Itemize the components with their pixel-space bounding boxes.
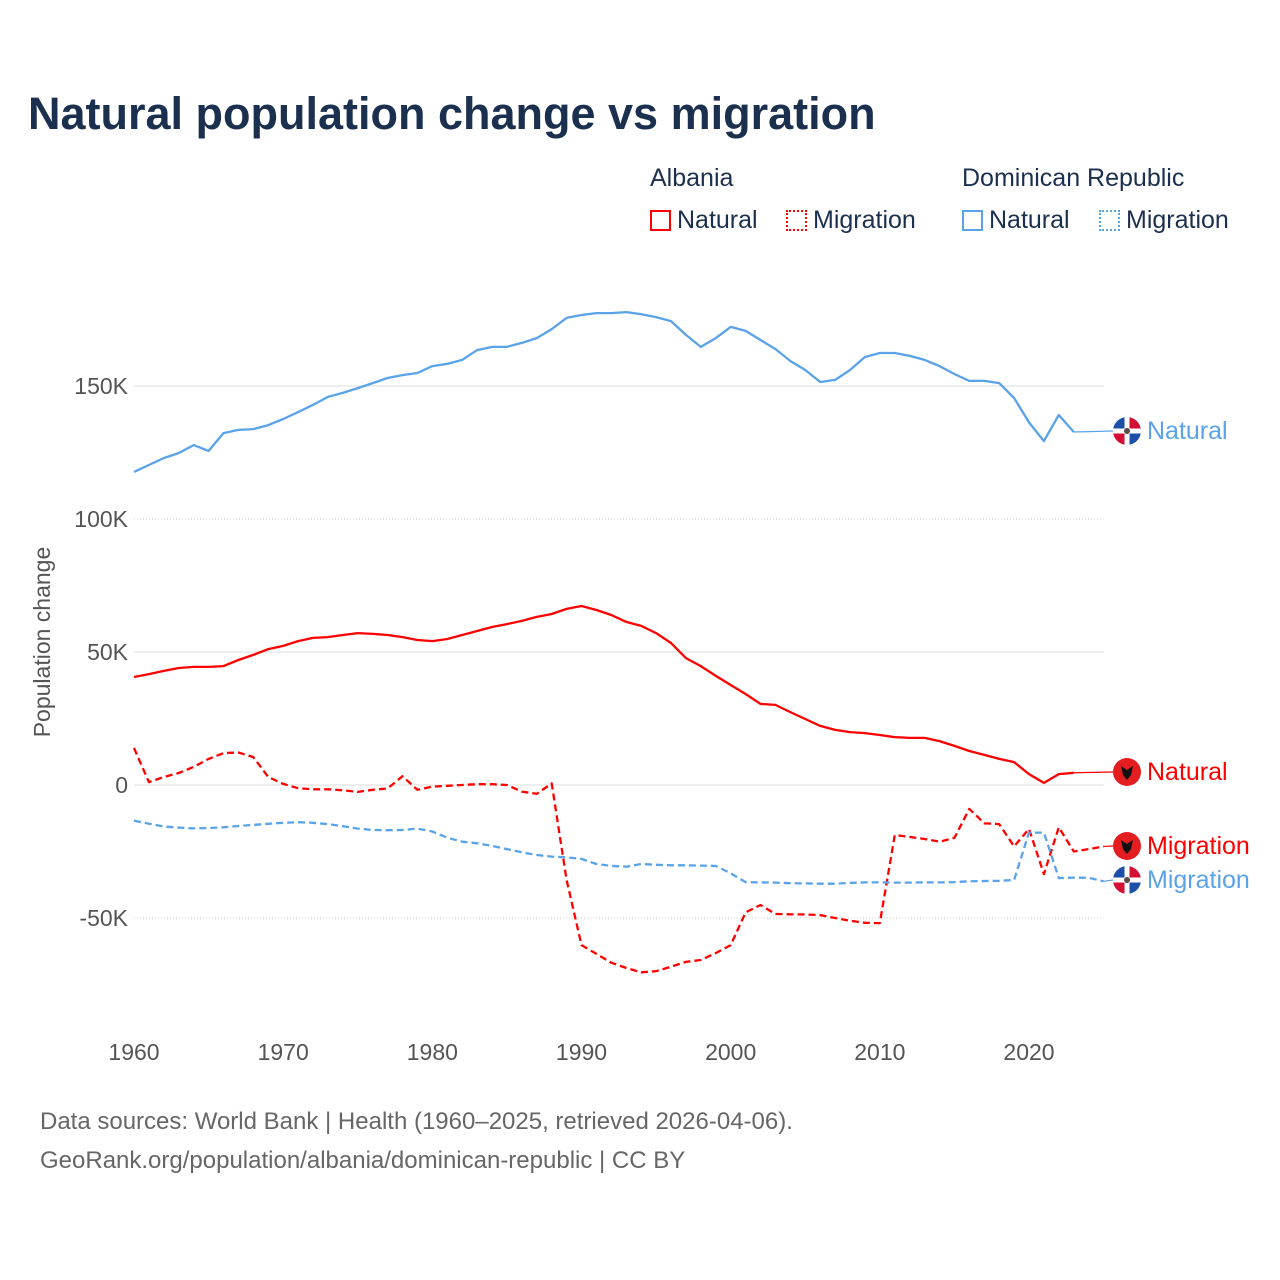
flag-quarter	[1127, 417, 1141, 431]
x-tick-label: 2010	[854, 1039, 905, 1065]
footer-link[interactable]: GeoRank.org/population/albania/dominican…	[40, 1147, 686, 1174]
legend-item-albania-natural[interactable]: Natural	[650, 206, 758, 235]
series-line-dominican-republic-natural[interactable]	[133, 310, 1075, 473]
end-connector	[1073, 430, 1114, 433]
x-tick-label: 1980	[407, 1039, 458, 1065]
flag-quarter	[1127, 866, 1141, 880]
end-label-albania-natural: Natural	[1147, 758, 1228, 786]
x-tick-label: 1990	[556, 1039, 607, 1065]
end-label-dominican-republic-natural: Natural	[1147, 417, 1228, 445]
x-tick-label: 2020	[1003, 1039, 1054, 1065]
x-tick-label: 1960	[108, 1039, 159, 1065]
end-label-albania-migration: Migration	[1147, 832, 1250, 860]
eagle-icon	[1121, 766, 1133, 780]
legend-swatch-solid-red	[650, 210, 671, 231]
footer-sources: Data sources: World Bank | Health (1960–…	[40, 1108, 793, 1135]
y-tick-label: -50K	[79, 905, 128, 931]
legend-swatch-dotted-blue	[1099, 210, 1120, 231]
flag-quarter	[1113, 417, 1127, 431]
flag-quarter	[1113, 431, 1127, 445]
end-connector	[1103, 879, 1114, 882]
legend-group-albania: Albania	[650, 164, 734, 192]
legend-group-dominican-republic: Dominican Republic	[962, 164, 1185, 192]
chart-title: Natural population change vs migration	[28, 88, 876, 139]
legend-swatch-dotted-red	[786, 210, 807, 231]
y-tick-label: 50K	[87, 639, 129, 665]
series-line-albania-natural[interactable]	[133, 604, 1074, 785]
series-line-albania-migration[interactable]	[132, 747, 1104, 974]
flag-quarter	[1127, 880, 1141, 894]
legend-label: Migration	[1126, 206, 1229, 234]
series-line-dominican-republic-migration[interactable]	[133, 819, 1104, 885]
legend-item-dr-migration[interactable]: Migration	[1099, 206, 1229, 235]
eagle-icon	[1121, 840, 1133, 854]
legend-item-albania-migration[interactable]: Migration	[786, 206, 916, 235]
y-tick-label: 150K	[74, 373, 128, 399]
legend-label: Natural	[677, 206, 758, 234]
end-connector	[1073, 771, 1114, 774]
x-tick-label: 2000	[705, 1039, 756, 1065]
flag-emblem	[1124, 877, 1130, 883]
dominican-republic-flag-icon	[1113, 417, 1141, 445]
y-axis-label: Population change	[29, 547, 55, 738]
legend-label: Migration	[813, 206, 916, 234]
end-label-dominican-republic-migration: Migration	[1147, 866, 1250, 894]
albania-flag-icon	[1113, 832, 1141, 860]
flag-quarter	[1113, 880, 1127, 894]
y-tick-label: 0	[115, 772, 128, 798]
dominican-republic-flag-icon	[1113, 866, 1141, 894]
flag-quarter	[1127, 431, 1141, 445]
y-tick-label: 100K	[74, 506, 128, 532]
x-tick-label: 1970	[258, 1039, 309, 1065]
legend-label: Natural	[989, 206, 1070, 234]
legend-item-dr-natural[interactable]: Natural	[962, 206, 1070, 235]
albania-flag-icon	[1113, 758, 1141, 786]
flag-quarter	[1113, 866, 1127, 880]
flag-emblem	[1124, 428, 1130, 434]
legend-swatch-solid-blue	[962, 210, 983, 231]
